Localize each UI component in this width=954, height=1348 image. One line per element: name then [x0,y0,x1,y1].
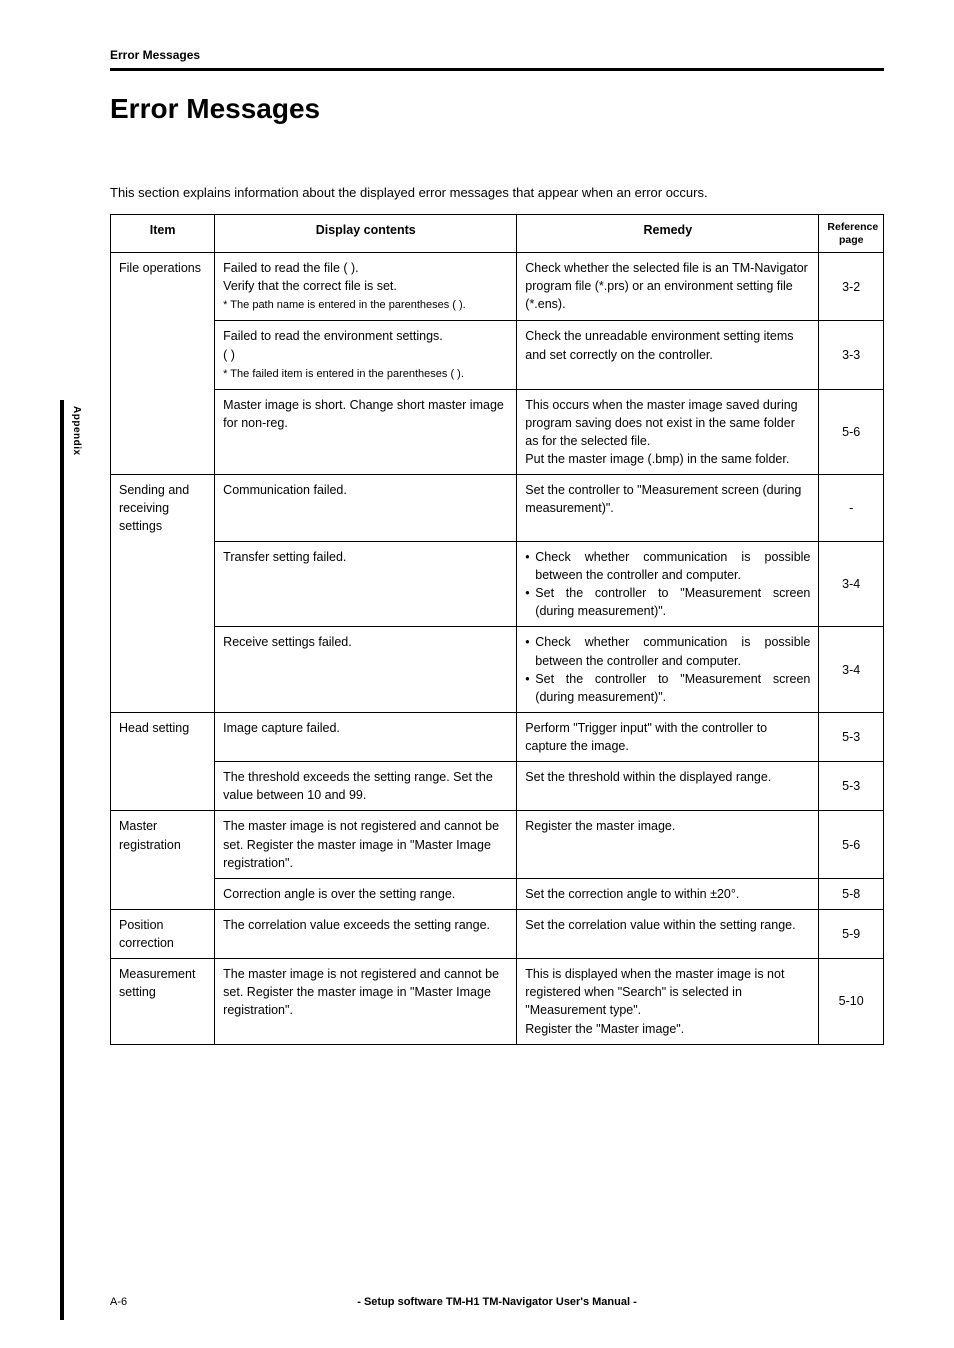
display-cell: Communication failed. [215,475,517,542]
remedy-cell: Check whether the selected file is an TM… [517,253,819,321]
table-row: Measurement settingThe master image is n… [111,959,884,1045]
item-cell [111,321,215,389]
table-row: Master image is short. Change short mast… [111,389,884,475]
table-row: Position correctionThe correlation value… [111,909,884,958]
display-cell: The correlation value exceeds the settin… [215,909,517,958]
side-tab: Appendix [65,400,91,500]
side-tab-label: Appendix [65,400,82,456]
col-header-display: Display contents [215,215,517,253]
ref-cell: 3-4 [819,627,884,713]
item-cell [111,389,215,475]
page-footer: A-6 - Setup software TM-H1 TM-Navigator … [110,1296,884,1308]
col-header-remedy: Remedy [517,215,819,253]
table-body: File operationsFailed to read the file (… [111,253,884,1045]
ref-cell: 5-6 [819,389,884,475]
remedy-cell: This occurs when the master image saved … [517,389,819,475]
table-row: Receive settings failed.Check whether co… [111,627,884,713]
display-cell: Master image is short. Change short mast… [215,389,517,475]
ref-cell: 5-8 [819,878,884,909]
display-cell: Correction angle is over the setting ran… [215,878,517,909]
remedy-cell: This is displayed when the master image … [517,959,819,1045]
ref-cell: - [819,475,884,542]
ref-cell: 5-9 [819,909,884,958]
remedy-cell: Set the correction angle to within ±20°. [517,878,819,909]
item-cell [111,762,215,811]
remedy-cell: Check whether communication is possible … [517,541,819,627]
item-cell: Sending and receiving settings [111,475,215,542]
page-container: Error Messages Error Messages This secti… [0,0,954,1348]
ref-cell: 5-6 [819,811,884,878]
item-cell: File operations [111,253,215,321]
display-cell: Failed to read the environment settings.… [215,321,517,389]
item-cell: Master registration [111,811,215,878]
col-header-item: Item [111,215,215,253]
ref-cell: 3-4 [819,541,884,627]
intro-text: This section explains information about … [110,185,884,200]
item-cell [111,627,215,713]
table-header-row: Item Display contents Remedy Reference p… [111,215,884,253]
table-row: Correction angle is over the setting ran… [111,878,884,909]
header-rule [110,68,884,71]
page-title: Error Messages [110,93,884,125]
table-row: Sending and receiving settingsCommunicat… [111,475,884,542]
table-row: Transfer setting failed.Check whether co… [111,541,884,627]
table-row: Head settingImage capture failed.Perform… [111,712,884,761]
display-cell: The master image is not registered and c… [215,959,517,1045]
item-cell: Measurement setting [111,959,215,1045]
display-cell: Failed to read the file ( ).Verify that … [215,253,517,321]
table-row: Master registrationThe master image is n… [111,811,884,878]
error-table: Item Display contents Remedy Reference p… [110,214,884,1045]
ref-cell: 3-3 [819,321,884,389]
remedy-cell: Register the master image. [517,811,819,878]
table-row: File operationsFailed to read the file (… [111,253,884,321]
display-cell: The master image is not registered and c… [215,811,517,878]
table-row: The threshold exceeds the setting range.… [111,762,884,811]
ref-cell: 5-3 [819,712,884,761]
remedy-cell: Set the controller to "Measurement scree… [517,475,819,542]
item-cell [111,878,215,909]
remedy-cell: Set the correlation value within the set… [517,909,819,958]
left-margin-bar [60,400,64,1320]
remedy-cell: Check the unreadable environment setting… [517,321,819,389]
item-cell: Head setting [111,712,215,761]
remedy-cell: Perform "Trigger input" with the control… [517,712,819,761]
remedy-cell: Set the threshold within the displayed r… [517,762,819,811]
ref-cell: 5-3 [819,762,884,811]
table-row: Failed to read the environment settings.… [111,321,884,389]
ref-cell: 3-2 [819,253,884,321]
display-cell: The threshold exceeds the setting range.… [215,762,517,811]
remedy-cell: Check whether communication is possible … [517,627,819,713]
display-cell: Transfer setting failed. [215,541,517,627]
item-cell: Position correction [111,909,215,958]
display-cell: Receive settings failed. [215,627,517,713]
footer-text: - Setup software TM-H1 TM-Navigator User… [110,1296,884,1308]
page-number: A-6 [110,1296,127,1308]
display-cell: Image capture failed. [215,712,517,761]
running-header: Error Messages [110,48,884,62]
col-header-ref: Reference page [819,215,884,253]
ref-cell: 5-10 [819,959,884,1045]
item-cell [111,541,215,627]
